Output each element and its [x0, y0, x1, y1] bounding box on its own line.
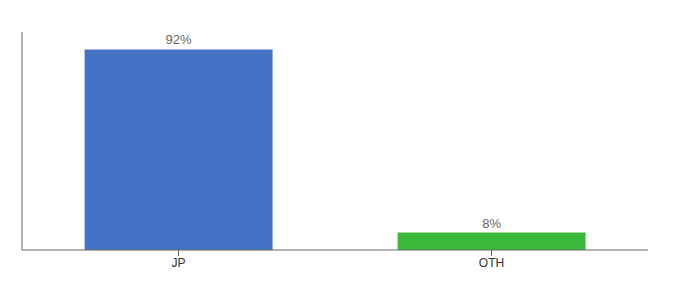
svg-text:JP: JP — [171, 256, 185, 270]
svg-text:8%: 8% — [482, 216, 501, 231]
svg-text:OTH: OTH — [479, 256, 504, 270]
svg-text:92%: 92% — [166, 32, 192, 47]
